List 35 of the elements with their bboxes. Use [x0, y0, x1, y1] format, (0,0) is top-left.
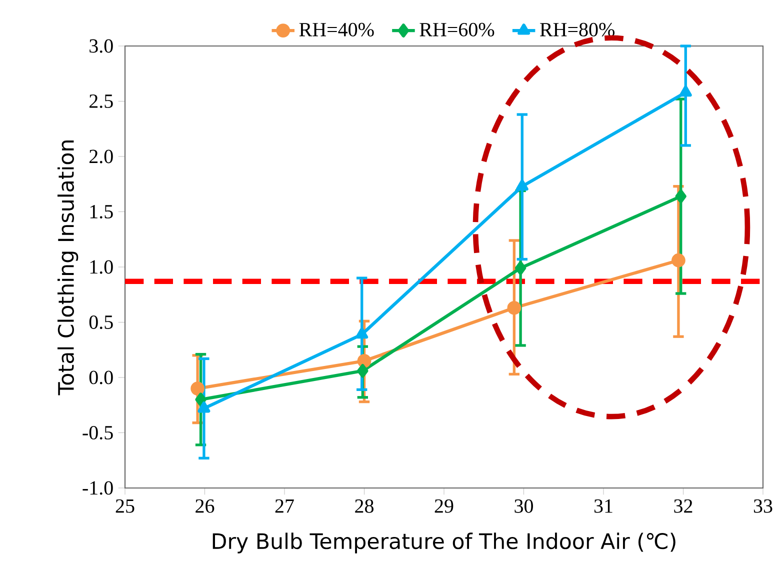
x-tick-label: 26	[196, 499, 214, 513]
legend-label: RH=60%	[420, 22, 494, 36]
legend-label: RH=40%	[299, 22, 374, 36]
y-tick-label: -1.0	[82, 481, 113, 495]
y-tick-label: 1.0	[90, 260, 113, 274]
y-tick-label: 0.5	[89, 315, 113, 330]
x-tick-label: 31	[594, 499, 612, 513]
point	[195, 392, 206, 407]
point	[516, 179, 528, 191]
x-tick-label: 28	[355, 499, 374, 513]
point	[675, 189, 686, 204]
y-tick-label: 0.0	[89, 370, 113, 384]
y-tick-label: 2.5	[90, 94, 113, 108]
point	[190, 382, 205, 396]
point	[507, 300, 522, 315]
y-tick-label: 1.5	[90, 205, 113, 218]
x-tick-label: 32	[674, 499, 692, 513]
point	[356, 327, 368, 339]
y-tick-label: 2.0	[90, 150, 113, 164]
x-tick-label: 33	[754, 499, 772, 513]
x-axis-title: Dry Bulb Temperature of The Indoor Air (℃)	[212, 532, 676, 554]
point	[357, 354, 372, 368]
y-axis-title: Total Clothing Insulation	[58, 140, 78, 396]
x-tick-label: 30	[514, 499, 533, 513]
y-tick-label: 3.0	[90, 39, 113, 53]
legend-label: RH=80%	[540, 22, 614, 36]
x-tick-label: 25	[116, 499, 134, 513]
point	[672, 253, 686, 268]
point	[357, 364, 368, 378]
x-tick-label: 29	[434, 499, 454, 513]
y-tick-label: -0.5	[82, 426, 113, 440]
point	[514, 261, 526, 276]
x-tick-label: 27	[275, 499, 294, 513]
point	[198, 401, 210, 413]
point	[679, 85, 692, 97]
